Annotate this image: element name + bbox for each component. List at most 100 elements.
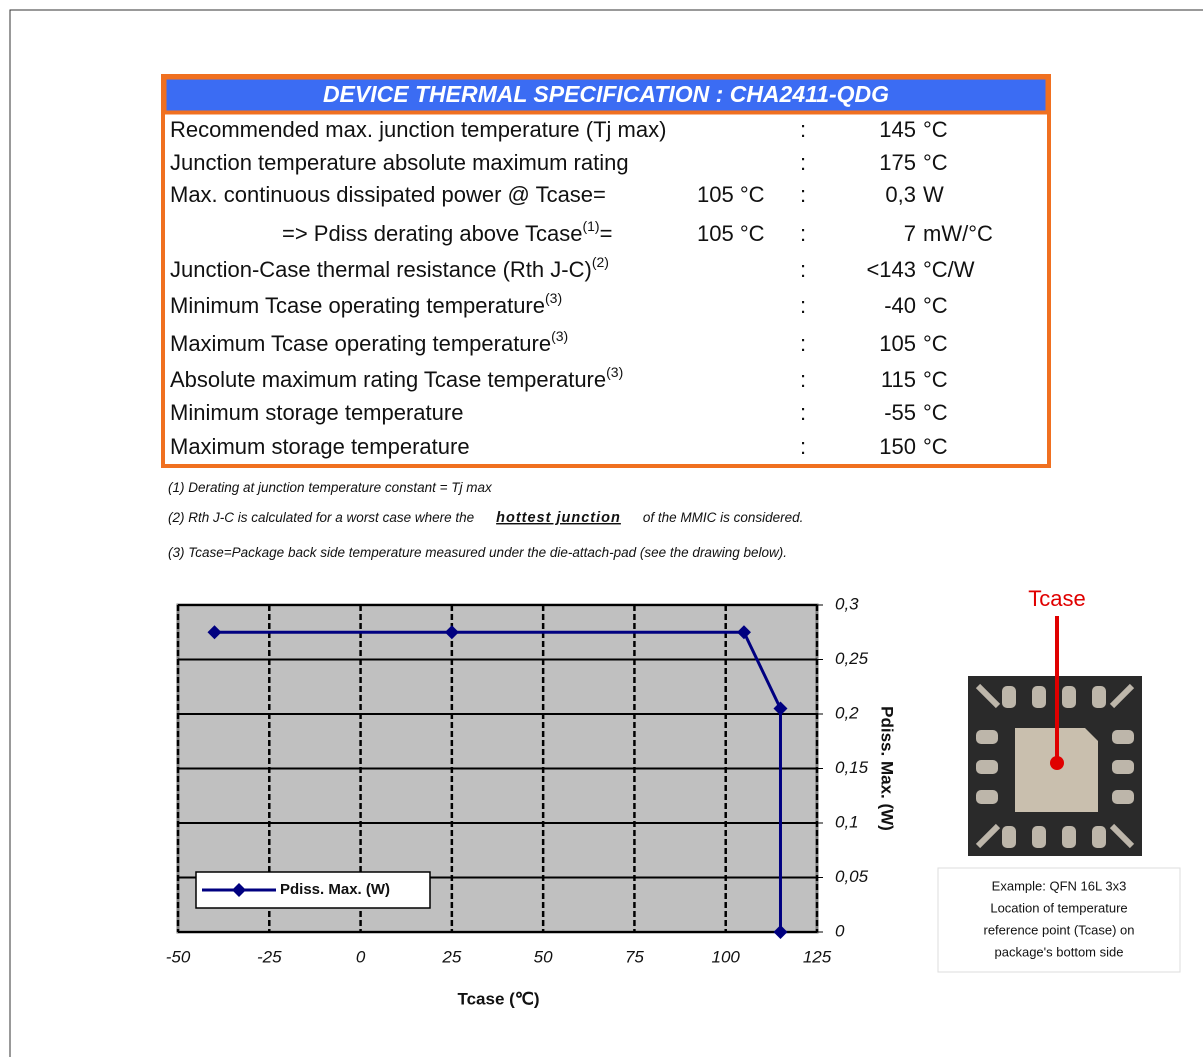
- tcase-point: [1050, 756, 1064, 770]
- caption-box: [937, 867, 1181, 973]
- x-tick-label: 50: [534, 947, 553, 966]
- pads: [976, 686, 1134, 848]
- row-label: Recommended max. junction temperature (T…: [170, 117, 666, 142]
- note-text: (1) Derating at junction temperature con…: [168, 480, 493, 495]
- table-header: [163, 76, 1049, 114]
- row-param: 105 °C: [697, 221, 765, 246]
- row-value: 0,3: [885, 182, 916, 207]
- row-label: Maximum storage temperature: [170, 434, 470, 459]
- y-tick-label: 0: [835, 921, 845, 940]
- footnote-ref: (1): [582, 218, 599, 234]
- footnote-ref: (3): [551, 328, 568, 344]
- marker: [207, 625, 222, 640]
- row-value: <143: [866, 257, 916, 282]
- y-tick-label: 0,2: [835, 703, 859, 722]
- label-text: Junction-Case thermal resistance (Rth J-…: [170, 257, 592, 282]
- note-text: (2) Rth J-C is calculated for a worst ca…: [168, 510, 474, 525]
- separator: :: [800, 293, 806, 318]
- x-tick-label: 75: [625, 947, 644, 966]
- separator: :: [800, 221, 806, 246]
- x-tick-label: 125: [803, 947, 832, 966]
- row-label: Maximum Tcase operating temperature(3): [170, 328, 568, 356]
- corner-pads: [975, 683, 1135, 849]
- label-text: Recommended max. junction temperature (T…: [170, 117, 666, 142]
- row-value: 105: [879, 331, 916, 356]
- legend-label: Pdiss. Max. (W): [280, 881, 390, 898]
- row-value: 7: [904, 221, 916, 246]
- label-text: => Pdiss derating above Tcase: [282, 221, 582, 246]
- row-param: 105 °C: [697, 182, 765, 207]
- footnote-ref: (3): [545, 290, 562, 306]
- footnote-ref: (2): [592, 254, 609, 270]
- table-frame: [161, 74, 1051, 468]
- marker: [773, 701, 788, 716]
- row-label: Junction-Case thermal resistance (Rth J-…: [170, 254, 609, 282]
- row-label: Minimum Tcase operating temperature(3): [170, 290, 562, 318]
- separator: :: [800, 257, 806, 282]
- row-unit: °C/W: [923, 257, 975, 282]
- table-body: Recommended max. junction temperature (T…: [170, 117, 993, 459]
- tcase-label: Tcase: [1028, 586, 1085, 611]
- marker: [736, 625, 751, 640]
- y-axis-label: Pdiss. Max. (W): [878, 706, 897, 831]
- row-unit: °C: [923, 331, 948, 356]
- row-label: Absolute maximum rating Tcase temperatur…: [170, 364, 623, 392]
- y-tick-label: 0,05: [835, 867, 869, 886]
- note: (2) Rth J-C is calculated for a worst ca…: [168, 510, 803, 526]
- note-text: (3) Tcase=Package back side temperature …: [168, 545, 787, 560]
- note: (1) Derating at junction temperature con…: [168, 480, 493, 495]
- row-unit: °C: [923, 117, 948, 142]
- separator: :: [800, 117, 806, 142]
- table-title: DEVICE THERMAL SPECIFICATION : CHA2411-Q…: [323, 81, 889, 107]
- note: (3) Tcase=Package back side temperature …: [168, 545, 787, 560]
- caption-line: Example: QFN 16L 3x3: [992, 878, 1127, 893]
- separator: :: [800, 367, 806, 392]
- x-tick-label: 25: [441, 947, 461, 966]
- row-value: 150: [879, 434, 916, 459]
- marker: [444, 625, 459, 640]
- label-text: Absolute maximum rating Tcase temperatur…: [170, 367, 606, 392]
- row-unit: °C: [923, 400, 948, 425]
- label-text: Minimum storage temperature: [170, 400, 463, 425]
- row-unit: °C: [923, 293, 948, 318]
- legend-marker: [232, 883, 246, 897]
- separator: :: [800, 331, 806, 356]
- label-suffix: =: [600, 221, 613, 246]
- row-value: -55: [884, 400, 916, 425]
- row-value: -40: [884, 293, 916, 318]
- footnote-ref: (3): [606, 364, 623, 380]
- row-unit: °C: [923, 434, 948, 459]
- notes: (1) Derating at junction temperature con…: [168, 480, 803, 560]
- caption-line: package's bottom side: [995, 944, 1124, 959]
- row-label: => Pdiss derating above Tcase(1)=: [282, 218, 612, 246]
- y-tick-label: 0,25: [835, 649, 869, 668]
- y-tick-label: 0,1: [835, 812, 859, 831]
- row-label: Minimum storage temperature: [170, 400, 463, 425]
- y-tick-label: 0,3: [835, 594, 859, 613]
- chart: -50 -25 0 25 50 75 100 12500,050,10,150,20,250,…: [166, 594, 897, 1008]
- label-text: Maximum storage temperature: [170, 434, 470, 459]
- caption-line: Location of temperature: [990, 900, 1127, 915]
- note-text: of the MMIC is considered.: [643, 510, 804, 525]
- x-axis-label: Tcase (℃): [457, 989, 539, 1008]
- row-value: 115: [881, 367, 916, 392]
- row-unit: W: [923, 182, 944, 207]
- separator: :: [800, 150, 806, 175]
- row-unit: °C: [923, 367, 948, 392]
- caption-line: reference point (Tcase) on: [983, 922, 1134, 937]
- row-unit: °C: [923, 150, 948, 175]
- label-text: Junction temperature absolute maximum ra…: [170, 150, 629, 175]
- row-unit: mW/°C: [923, 221, 993, 246]
- separator: :: [800, 434, 806, 459]
- label-text: Minimum Tcase operating temperature: [170, 293, 545, 318]
- x-tick-label: -50: [166, 947, 191, 966]
- page-frame: [9, 9, 1203, 1057]
- x-tick-label: 0: [356, 947, 366, 966]
- x-tick-label: -25: [257, 947, 282, 966]
- note-emphasis: hottest junction: [496, 510, 621, 526]
- row-value: 145: [879, 117, 916, 142]
- package-figure: Tcase Example: QFN 16L 3x3 Location of te…: [937, 586, 1181, 973]
- x-tick-label: 100: [712, 947, 741, 966]
